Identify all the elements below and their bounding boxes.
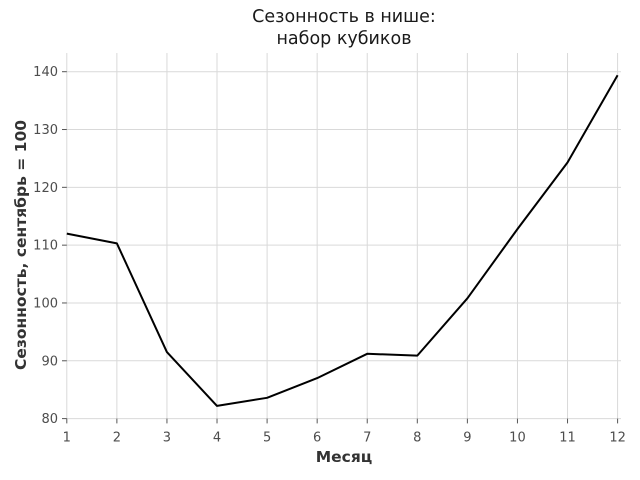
x-tick-label: 6 bbox=[313, 431, 321, 446]
y-tick-label: 80 bbox=[41, 412, 58, 427]
x-tick-label: 5 bbox=[263, 431, 271, 446]
y-tick-label: 130 bbox=[33, 123, 58, 138]
x-tick-label: 8 bbox=[413, 431, 421, 446]
x-tick-label: 11 bbox=[559, 431, 576, 446]
y-tick-label: 110 bbox=[33, 239, 58, 254]
x-tick-label: 3 bbox=[163, 431, 171, 446]
chart-title-line-2: набор кубиков bbox=[276, 29, 412, 49]
x-tick-label: 4 bbox=[213, 431, 221, 446]
y-tick-label: 120 bbox=[33, 181, 58, 196]
x-tick-label: 2 bbox=[113, 431, 121, 446]
x-tick-label: 7 bbox=[363, 431, 371, 446]
x-tick-label: 12 bbox=[609, 431, 626, 446]
x-axis-label: Месяц bbox=[315, 448, 373, 466]
y-tick-label: 90 bbox=[41, 354, 58, 369]
y-tick-label: 100 bbox=[33, 296, 58, 311]
series-line bbox=[66, 74, 619, 407]
y-tick-label: 140 bbox=[33, 65, 58, 80]
x-tick-label: 10 bbox=[509, 431, 526, 446]
x-tick-label: 9 bbox=[463, 431, 471, 446]
x-tick-label: 1 bbox=[63, 431, 71, 446]
chart-title-line-1: Сезонность в нише: bbox=[252, 7, 436, 27]
chart-title: Сезонность в нише: набор кубиков bbox=[67, 6, 621, 50]
